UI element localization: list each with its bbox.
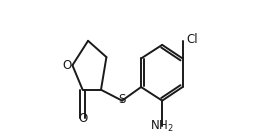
Text: NH$_2$: NH$_2$ <box>150 119 173 134</box>
Text: O: O <box>62 59 71 72</box>
Text: Cl: Cl <box>186 33 198 46</box>
Text: O: O <box>78 112 87 125</box>
Text: S: S <box>118 92 125 106</box>
